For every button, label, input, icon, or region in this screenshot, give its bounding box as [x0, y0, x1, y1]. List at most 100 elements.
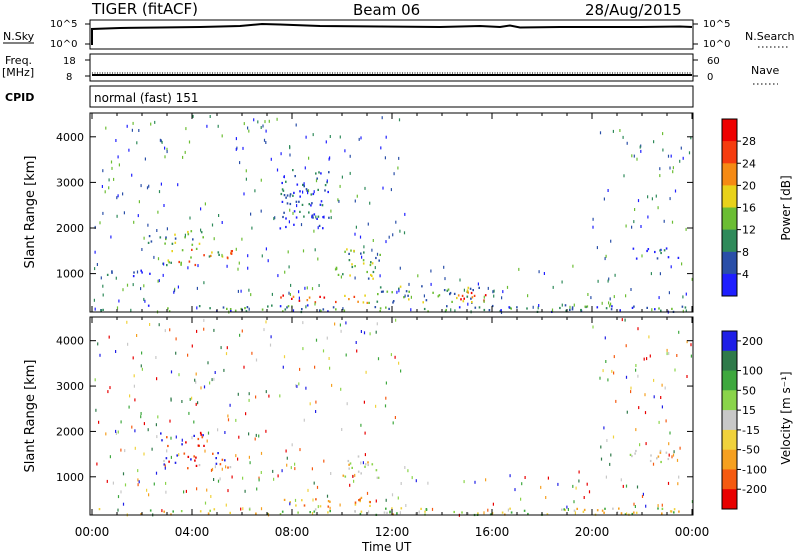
data-cell	[185, 441, 187, 444]
data-cell	[190, 256, 192, 259]
data-cell	[354, 510, 356, 513]
data-cell	[180, 510, 183, 513]
data-cell	[657, 455, 660, 458]
data-cell	[307, 191, 309, 195]
data-cell	[248, 432, 250, 436]
data-cell	[379, 307, 382, 310]
data-cell	[253, 118, 255, 122]
data-cell	[646, 306, 648, 309]
data-cell	[667, 154, 670, 158]
data-cell	[213, 237, 215, 241]
data-cell	[493, 289, 495, 293]
data-cell	[239, 333, 241, 337]
data-cell	[148, 493, 150, 497]
freq-panel-frame	[89, 53, 694, 82]
data-cell	[392, 233, 394, 237]
data-cell	[508, 306, 510, 309]
data-cell	[293, 210, 296, 213]
data-cell	[350, 249, 352, 252]
data-cell	[254, 437, 256, 441]
power-yticks: 1000 2000 3000 4000	[56, 131, 693, 281]
data-cell	[652, 462, 655, 466]
data-cell	[311, 467, 313, 471]
data-cell	[230, 250, 233, 253]
freq-ticks	[85, 59, 698, 77]
data-cell	[607, 378, 609, 382]
data-cell	[453, 292, 456, 295]
data-cell	[385, 381, 387, 385]
data-cell	[263, 138, 266, 142]
data-cell	[605, 254, 607, 258]
data-cell	[446, 289, 449, 292]
data-cell	[308, 296, 311, 299]
data-cell	[117, 155, 119, 159]
data-cell	[379, 286, 382, 289]
data-cell	[235, 247, 237, 251]
data-cell	[198, 305, 201, 308]
data-cell	[400, 507, 403, 510]
data-cell	[376, 322, 378, 326]
data-cell	[157, 210, 159, 214]
data-cell	[159, 236, 162, 239]
data-cell	[410, 295, 412, 299]
data-cell	[143, 452, 145, 456]
data-cell	[341, 428, 343, 431]
data-cell	[221, 458, 224, 461]
data-cell	[665, 451, 668, 454]
data-cell	[609, 304, 611, 308]
data-cell	[124, 483, 127, 487]
data-cell	[663, 249, 666, 252]
data-cell	[295, 123, 297, 127]
data-cell	[150, 240, 153, 243]
data-cell	[466, 289, 469, 292]
data-cell	[368, 510, 370, 514]
data-cell	[154, 120, 156, 124]
data-cell	[344, 149, 346, 153]
data-cell	[164, 155, 166, 159]
data-cell	[245, 177, 247, 181]
data-cell	[546, 513, 549, 516]
data-cell	[661, 507, 664, 510]
data-cell	[640, 225, 642, 228]
data-cell	[282, 215, 284, 219]
data-cell	[669, 197, 671, 201]
data-cell	[247, 254, 249, 258]
data-cell	[175, 337, 177, 341]
data-cell	[168, 310, 171, 313]
data-cell	[565, 309, 567, 312]
data-cell	[659, 272, 661, 276]
data-cell	[187, 233, 190, 236]
data-cell	[137, 214, 139, 218]
data-cell	[674, 189, 677, 193]
data-cell	[351, 466, 353, 469]
data-cell	[133, 374, 135, 378]
data-cell	[108, 186, 110, 190]
data-cell	[671, 455, 673, 459]
data-cell	[219, 463, 222, 466]
data-cell	[238, 261, 240, 265]
data-cell	[659, 449, 662, 452]
data-cell	[354, 232, 356, 236]
data-cell	[364, 431, 366, 435]
data-cell	[310, 193, 313, 196]
data-cell	[376, 476, 379, 479]
data-cell	[410, 308, 412, 312]
data-cell	[345, 321, 347, 325]
data-cell	[309, 402, 311, 406]
colorbar-swatch	[722, 273, 737, 297]
data-cell	[318, 171, 320, 174]
data-cell	[181, 249, 184, 252]
data-cell	[645, 504, 647, 508]
data-cell	[193, 420, 195, 424]
data-cell	[161, 439, 163, 442]
data-cell	[322, 216, 324, 219]
data-cell	[586, 305, 589, 308]
xtick-label: 00:00	[75, 525, 110, 539]
data-cell	[367, 222, 369, 226]
velocity-colorbar-ticks: 200 100 50 15 -15 -50 -100 -200	[737, 335, 767, 496]
colorbar-swatch	[722, 429, 737, 451]
radar-title: TIGER (fitACF)	[91, 0, 198, 18]
data-cell	[168, 261, 170, 264]
data-cell	[169, 419, 171, 423]
data-cell	[668, 453, 670, 457]
